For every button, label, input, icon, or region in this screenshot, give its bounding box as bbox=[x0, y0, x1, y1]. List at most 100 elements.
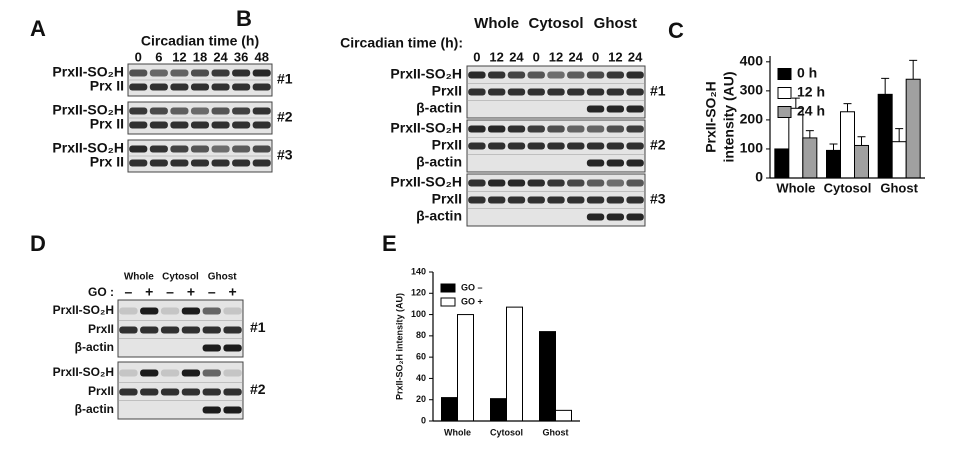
row-label: β-actin bbox=[75, 402, 114, 416]
band bbox=[487, 142, 506, 150]
y-tick-label: 400 bbox=[740, 53, 764, 69]
band bbox=[211, 107, 230, 115]
band bbox=[129, 121, 148, 129]
y-tick-label: 100 bbox=[740, 140, 764, 156]
band bbox=[232, 145, 251, 153]
band bbox=[487, 125, 506, 133]
row-label: Prx II bbox=[90, 154, 124, 170]
band bbox=[586, 213, 605, 221]
legend-swatch bbox=[440, 297, 456, 307]
band bbox=[129, 159, 148, 167]
band bbox=[567, 179, 585, 187]
bar bbox=[877, 93, 893, 179]
lane-label: – bbox=[166, 284, 174, 300]
replicate-label: #2 bbox=[250, 381, 266, 397]
row-label: PrxII-SO₂H bbox=[53, 365, 114, 379]
row-label: PrxII bbox=[88, 384, 114, 398]
band bbox=[547, 125, 565, 133]
lane-label: 24 bbox=[569, 49, 584, 64]
row-label: PrxII bbox=[432, 137, 462, 153]
legend-swatch bbox=[777, 68, 792, 80]
row-label: Prx II bbox=[90, 78, 124, 94]
legend-label: GO + bbox=[461, 296, 483, 306]
row-label: PrxII-SO₂H bbox=[52, 64, 124, 80]
panel-label: E bbox=[382, 231, 397, 256]
band bbox=[468, 179, 486, 187]
group-label: Whole bbox=[474, 15, 519, 32]
lane-header: Circadian time (h) bbox=[141, 33, 259, 49]
band bbox=[129, 145, 148, 153]
row-label: PrxII-SO₂H bbox=[52, 140, 124, 156]
band bbox=[606, 125, 625, 133]
y-tick-label: 0 bbox=[755, 169, 763, 185]
band bbox=[202, 388, 221, 396]
lane-label: 12 bbox=[172, 49, 186, 64]
band bbox=[170, 107, 189, 115]
band bbox=[232, 121, 251, 129]
band bbox=[202, 326, 221, 334]
replicate-label: #1 bbox=[277, 71, 293, 87]
bar bbox=[840, 111, 855, 179]
row-label: Prx II bbox=[90, 116, 124, 132]
y-tick-label: 60 bbox=[416, 352, 426, 362]
group-label: Ghost bbox=[594, 15, 637, 32]
lane-header: Circadian time (h): bbox=[340, 35, 463, 51]
row-label: PrxII bbox=[432, 191, 462, 207]
band bbox=[527, 196, 545, 204]
row-label: PrxII-SO₂H bbox=[52, 102, 124, 118]
replicate-label: #3 bbox=[277, 147, 293, 163]
band bbox=[140, 388, 159, 396]
group-label: Cytosol bbox=[162, 272, 199, 283]
band bbox=[211, 121, 230, 129]
group-label: Whole bbox=[124, 272, 154, 283]
row-label: PrxII bbox=[432, 83, 462, 99]
legend-swatch bbox=[777, 87, 792, 99]
band bbox=[547, 142, 565, 150]
band bbox=[232, 107, 251, 115]
band bbox=[606, 71, 625, 79]
band bbox=[181, 369, 201, 377]
lane-label: 0 bbox=[533, 49, 540, 64]
lane-label: 36 bbox=[234, 49, 248, 64]
band bbox=[170, 69, 189, 77]
band bbox=[223, 406, 242, 414]
band bbox=[202, 344, 221, 352]
band bbox=[181, 307, 201, 315]
y-tick-label: 300 bbox=[740, 82, 764, 98]
band bbox=[626, 213, 644, 221]
bar bbox=[506, 306, 523, 422]
band bbox=[586, 159, 605, 167]
y-tick-label: 140 bbox=[411, 266, 426, 276]
y-tick-label: 200 bbox=[740, 111, 764, 127]
panel-label: C bbox=[668, 18, 684, 43]
bar bbox=[457, 314, 474, 422]
band bbox=[606, 105, 625, 113]
band bbox=[626, 125, 644, 133]
band bbox=[190, 69, 210, 77]
lane-label: + bbox=[228, 284, 236, 300]
band bbox=[468, 125, 486, 133]
band bbox=[626, 105, 644, 113]
band bbox=[527, 71, 545, 79]
band bbox=[586, 125, 605, 133]
band bbox=[211, 159, 230, 167]
band bbox=[211, 145, 230, 153]
band bbox=[567, 88, 585, 96]
y-tick-label: 100 bbox=[411, 309, 426, 319]
replicate-label: #2 bbox=[277, 109, 293, 125]
band bbox=[547, 71, 565, 79]
lane-label: 24 bbox=[628, 49, 643, 64]
band bbox=[527, 125, 545, 133]
band bbox=[149, 145, 168, 153]
band bbox=[586, 196, 605, 204]
bar bbox=[441, 397, 458, 422]
x-tick-label: Cytosol bbox=[490, 427, 523, 437]
band bbox=[202, 369, 221, 377]
band bbox=[129, 83, 148, 91]
row-label: β-actin bbox=[416, 100, 462, 116]
band bbox=[547, 88, 565, 96]
band bbox=[252, 83, 271, 91]
band bbox=[606, 88, 625, 96]
band bbox=[547, 196, 565, 204]
